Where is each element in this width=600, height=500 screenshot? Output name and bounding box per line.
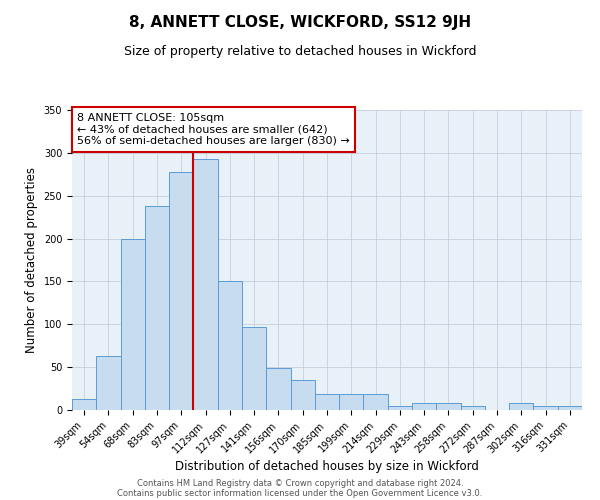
Text: Contains public sector information licensed under the Open Government Licence v3: Contains public sector information licen… bbox=[118, 488, 482, 498]
Y-axis label: Number of detached properties: Number of detached properties bbox=[25, 167, 38, 353]
Bar bbox=[169, 172, 193, 410]
Bar bbox=[558, 406, 582, 410]
X-axis label: Distribution of detached houses by size in Wickford: Distribution of detached houses by size … bbox=[175, 460, 479, 473]
Bar bbox=[290, 380, 315, 410]
Bar bbox=[242, 327, 266, 410]
Text: 8 ANNETT CLOSE: 105sqm
← 43% of detached houses are smaller (642)
56% of semi-de: 8 ANNETT CLOSE: 105sqm ← 43% of detached… bbox=[77, 113, 350, 146]
Bar bbox=[364, 394, 388, 410]
Bar bbox=[509, 403, 533, 410]
Text: Size of property relative to detached houses in Wickford: Size of property relative to detached ho… bbox=[124, 45, 476, 58]
Bar bbox=[315, 394, 339, 410]
Bar bbox=[145, 206, 169, 410]
Bar bbox=[436, 403, 461, 410]
Bar bbox=[218, 282, 242, 410]
Bar bbox=[388, 406, 412, 410]
Bar bbox=[339, 394, 364, 410]
Bar bbox=[96, 356, 121, 410]
Text: Contains HM Land Registry data © Crown copyright and database right 2024.: Contains HM Land Registry data © Crown c… bbox=[137, 478, 463, 488]
Bar bbox=[266, 368, 290, 410]
Bar bbox=[533, 406, 558, 410]
Bar bbox=[412, 403, 436, 410]
Bar bbox=[72, 399, 96, 410]
Bar bbox=[121, 238, 145, 410]
Bar bbox=[461, 406, 485, 410]
Bar bbox=[193, 159, 218, 410]
Text: 8, ANNETT CLOSE, WICKFORD, SS12 9JH: 8, ANNETT CLOSE, WICKFORD, SS12 9JH bbox=[129, 15, 471, 30]
